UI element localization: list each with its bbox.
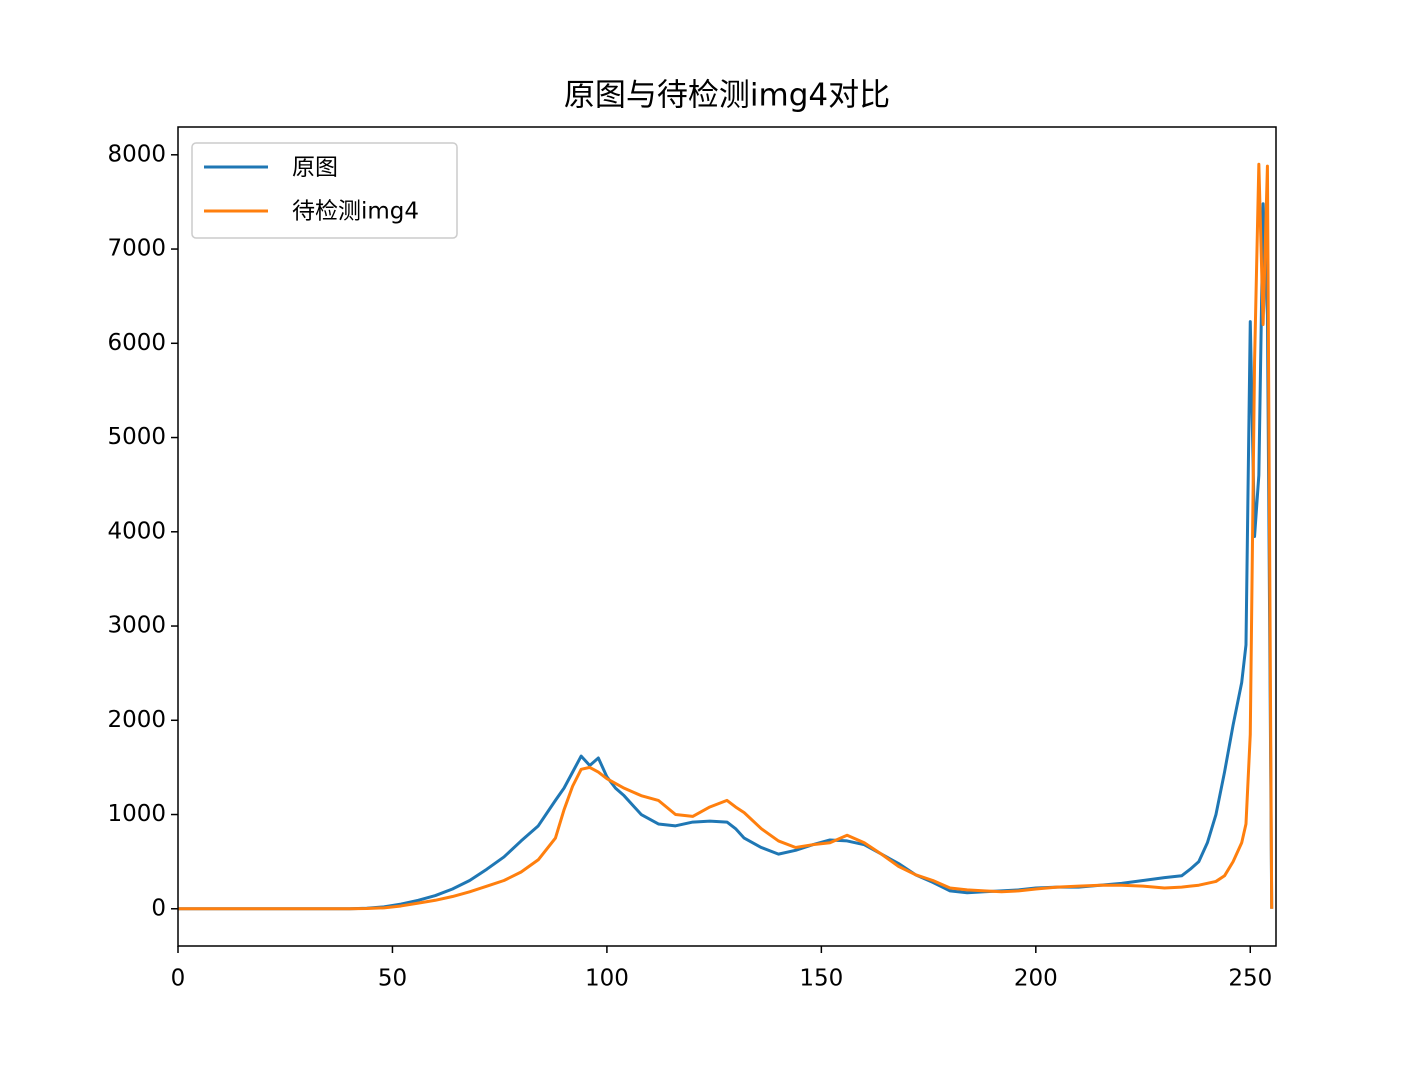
y-tick-label: 5000	[107, 424, 166, 450]
y-tick-label: 1000	[107, 801, 166, 827]
y-tick-label: 3000	[107, 613, 166, 639]
y-tick-label: 0	[151, 895, 166, 921]
plot-frame	[177, 126, 1277, 947]
x-tick-label: 200	[1014, 966, 1058, 992]
y-tick-label: 2000	[107, 707, 166, 733]
series-line	[178, 202, 1274, 911]
x-tick-label: 150	[799, 966, 843, 992]
series-line	[178, 162, 1274, 911]
y-tick-label: 6000	[107, 330, 166, 356]
y-tick-label: 7000	[107, 236, 166, 262]
x-tick-label: 0	[171, 966, 186, 992]
legend-label: 待检测img4	[292, 199, 419, 225]
y-tick-label: 8000	[107, 141, 166, 167]
chart-title: 原图与待检测img4对比	[564, 78, 890, 114]
y-tick-label: 4000	[107, 518, 166, 544]
x-tick-label: 100	[585, 966, 629, 992]
x-tick-label: 250	[1228, 966, 1272, 992]
x-tick-label: 50	[378, 966, 407, 992]
legend-label: 原图	[292, 155, 338, 181]
